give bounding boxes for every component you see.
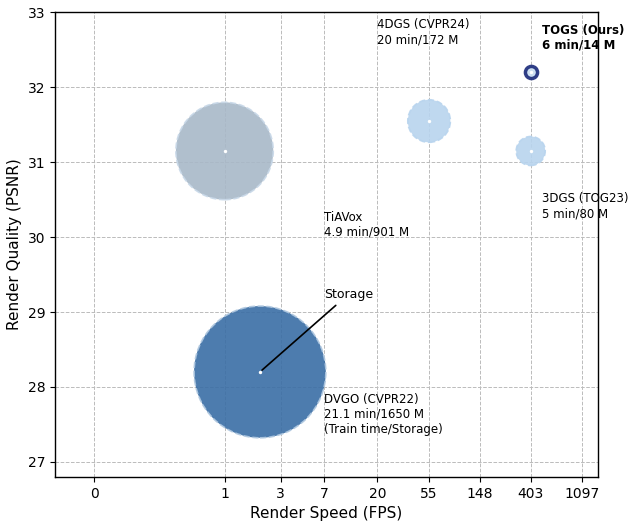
Text: TiAVox
4.9 min/901 M: TiAVox 4.9 min/901 M [324, 211, 409, 239]
Point [220, 147, 230, 155]
Text: DVGO (CVPR22)
21.1 min/1650 M
(Train time/Storage): DVGO (CVPR22) 21.1 min/1650 M (Train tim… [324, 393, 443, 436]
Point [525, 68, 536, 77]
Point [525, 147, 536, 155]
Text: TOGS (Ours)
6 min/14 M: TOGS (Ours) 6 min/14 M [541, 24, 624, 52]
Text: 3DGS (TOG23)
5 min/80 M: 3DGS (TOG23) 5 min/80 M [541, 192, 628, 220]
Point [424, 117, 434, 125]
Point [255, 367, 265, 376]
Point [424, 117, 434, 125]
Text: Storage: Storage [262, 288, 373, 370]
Y-axis label: Render Quality (PSNR): Render Quality (PSNR) [7, 159, 22, 331]
Point [525, 68, 536, 77]
Point [220, 147, 230, 155]
X-axis label: Render Speed (FPS): Render Speed (FPS) [250, 506, 403, 521]
Point [525, 147, 536, 155]
Point [255, 367, 265, 376]
Text: 4DGS (CVPR24)
20 min/172 M: 4DGS (CVPR24) 20 min/172 M [378, 18, 470, 46]
